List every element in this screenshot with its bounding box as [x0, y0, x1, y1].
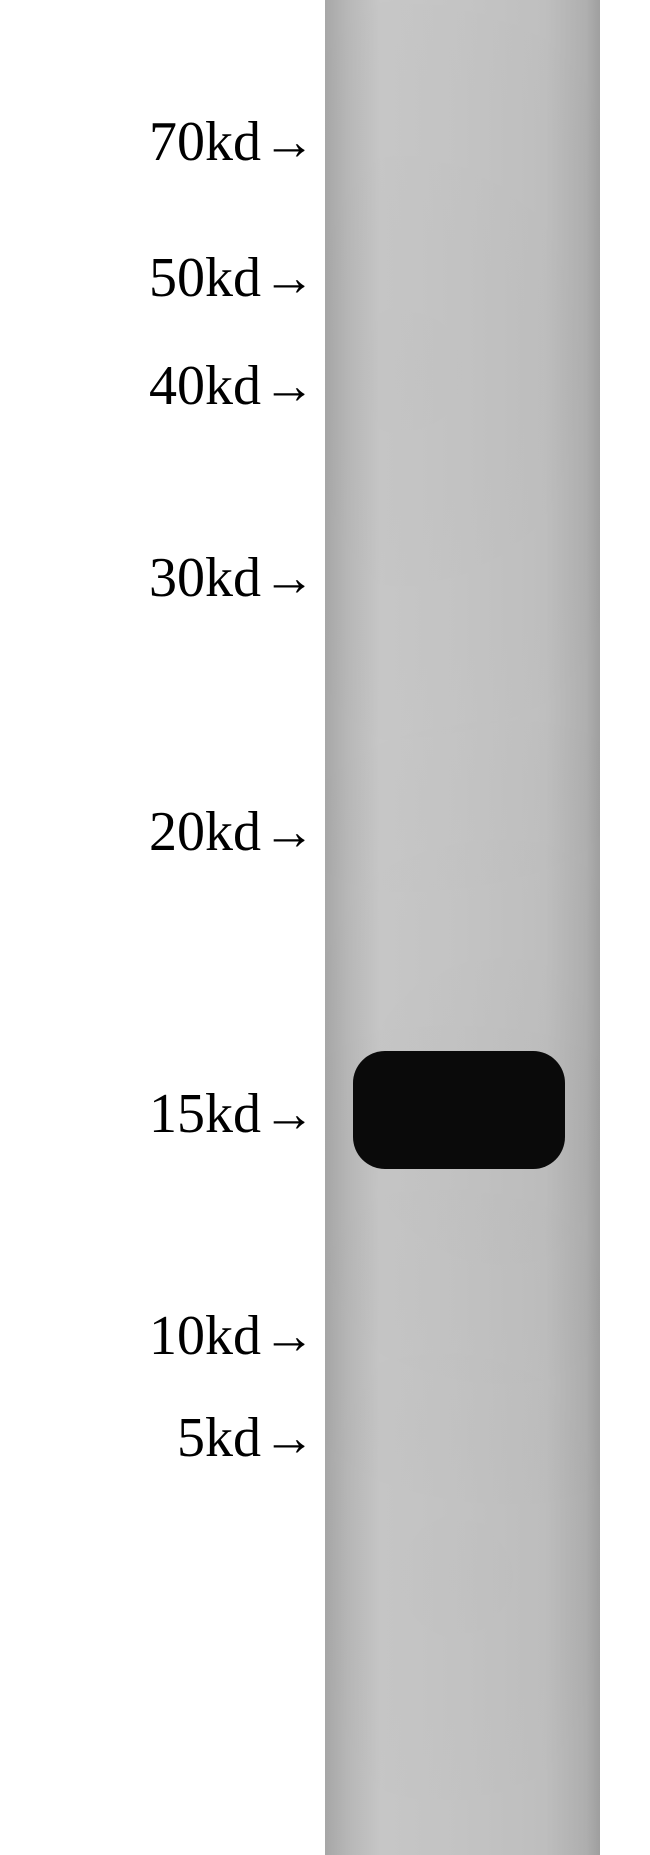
- arrow-icon: →: [263, 1409, 315, 1468]
- marker-label-text: 10kd: [149, 1304, 261, 1368]
- marker-labels-column: 70kd → 50kd → 40kd → 30kd → 20kd → 15kd …: [0, 0, 325, 1855]
- marker-label-text: 20kd: [149, 800, 261, 864]
- marker-40kd: 40kd →: [149, 354, 315, 418]
- arrow-icon: →: [263, 357, 315, 416]
- arrow-icon: →: [263, 803, 315, 862]
- marker-label-text: 5kd: [177, 1406, 261, 1470]
- blot-lane: [325, 0, 600, 1855]
- arrow-icon: →: [263, 1085, 315, 1144]
- arrow-icon: →: [263, 1307, 315, 1366]
- marker-20kd: 20kd →: [149, 800, 315, 864]
- blot-figure: WWW.PTGLAB.COM 70kd → 50kd → 40kd → 30kd…: [0, 0, 650, 1855]
- marker-30kd: 30kd →: [149, 546, 315, 610]
- marker-label-text: 70kd: [149, 110, 261, 174]
- arrow-icon: →: [263, 113, 315, 172]
- right-margin: [600, 0, 650, 1855]
- marker-70kd: 70kd →: [149, 110, 315, 174]
- marker-15kd: 15kd →: [149, 1082, 315, 1146]
- marker-10kd: 10kd →: [149, 1304, 315, 1368]
- primary-band: [353, 1051, 565, 1169]
- arrow-icon: →: [263, 249, 315, 308]
- marker-label-text: 40kd: [149, 354, 261, 418]
- marker-label-text: 50kd: [149, 246, 261, 310]
- marker-50kd: 50kd →: [149, 246, 315, 310]
- marker-label-text: 30kd: [149, 546, 261, 610]
- marker-5kd: 5kd →: [177, 1406, 315, 1470]
- marker-label-text: 15kd: [149, 1082, 261, 1146]
- arrow-icon: →: [263, 549, 315, 608]
